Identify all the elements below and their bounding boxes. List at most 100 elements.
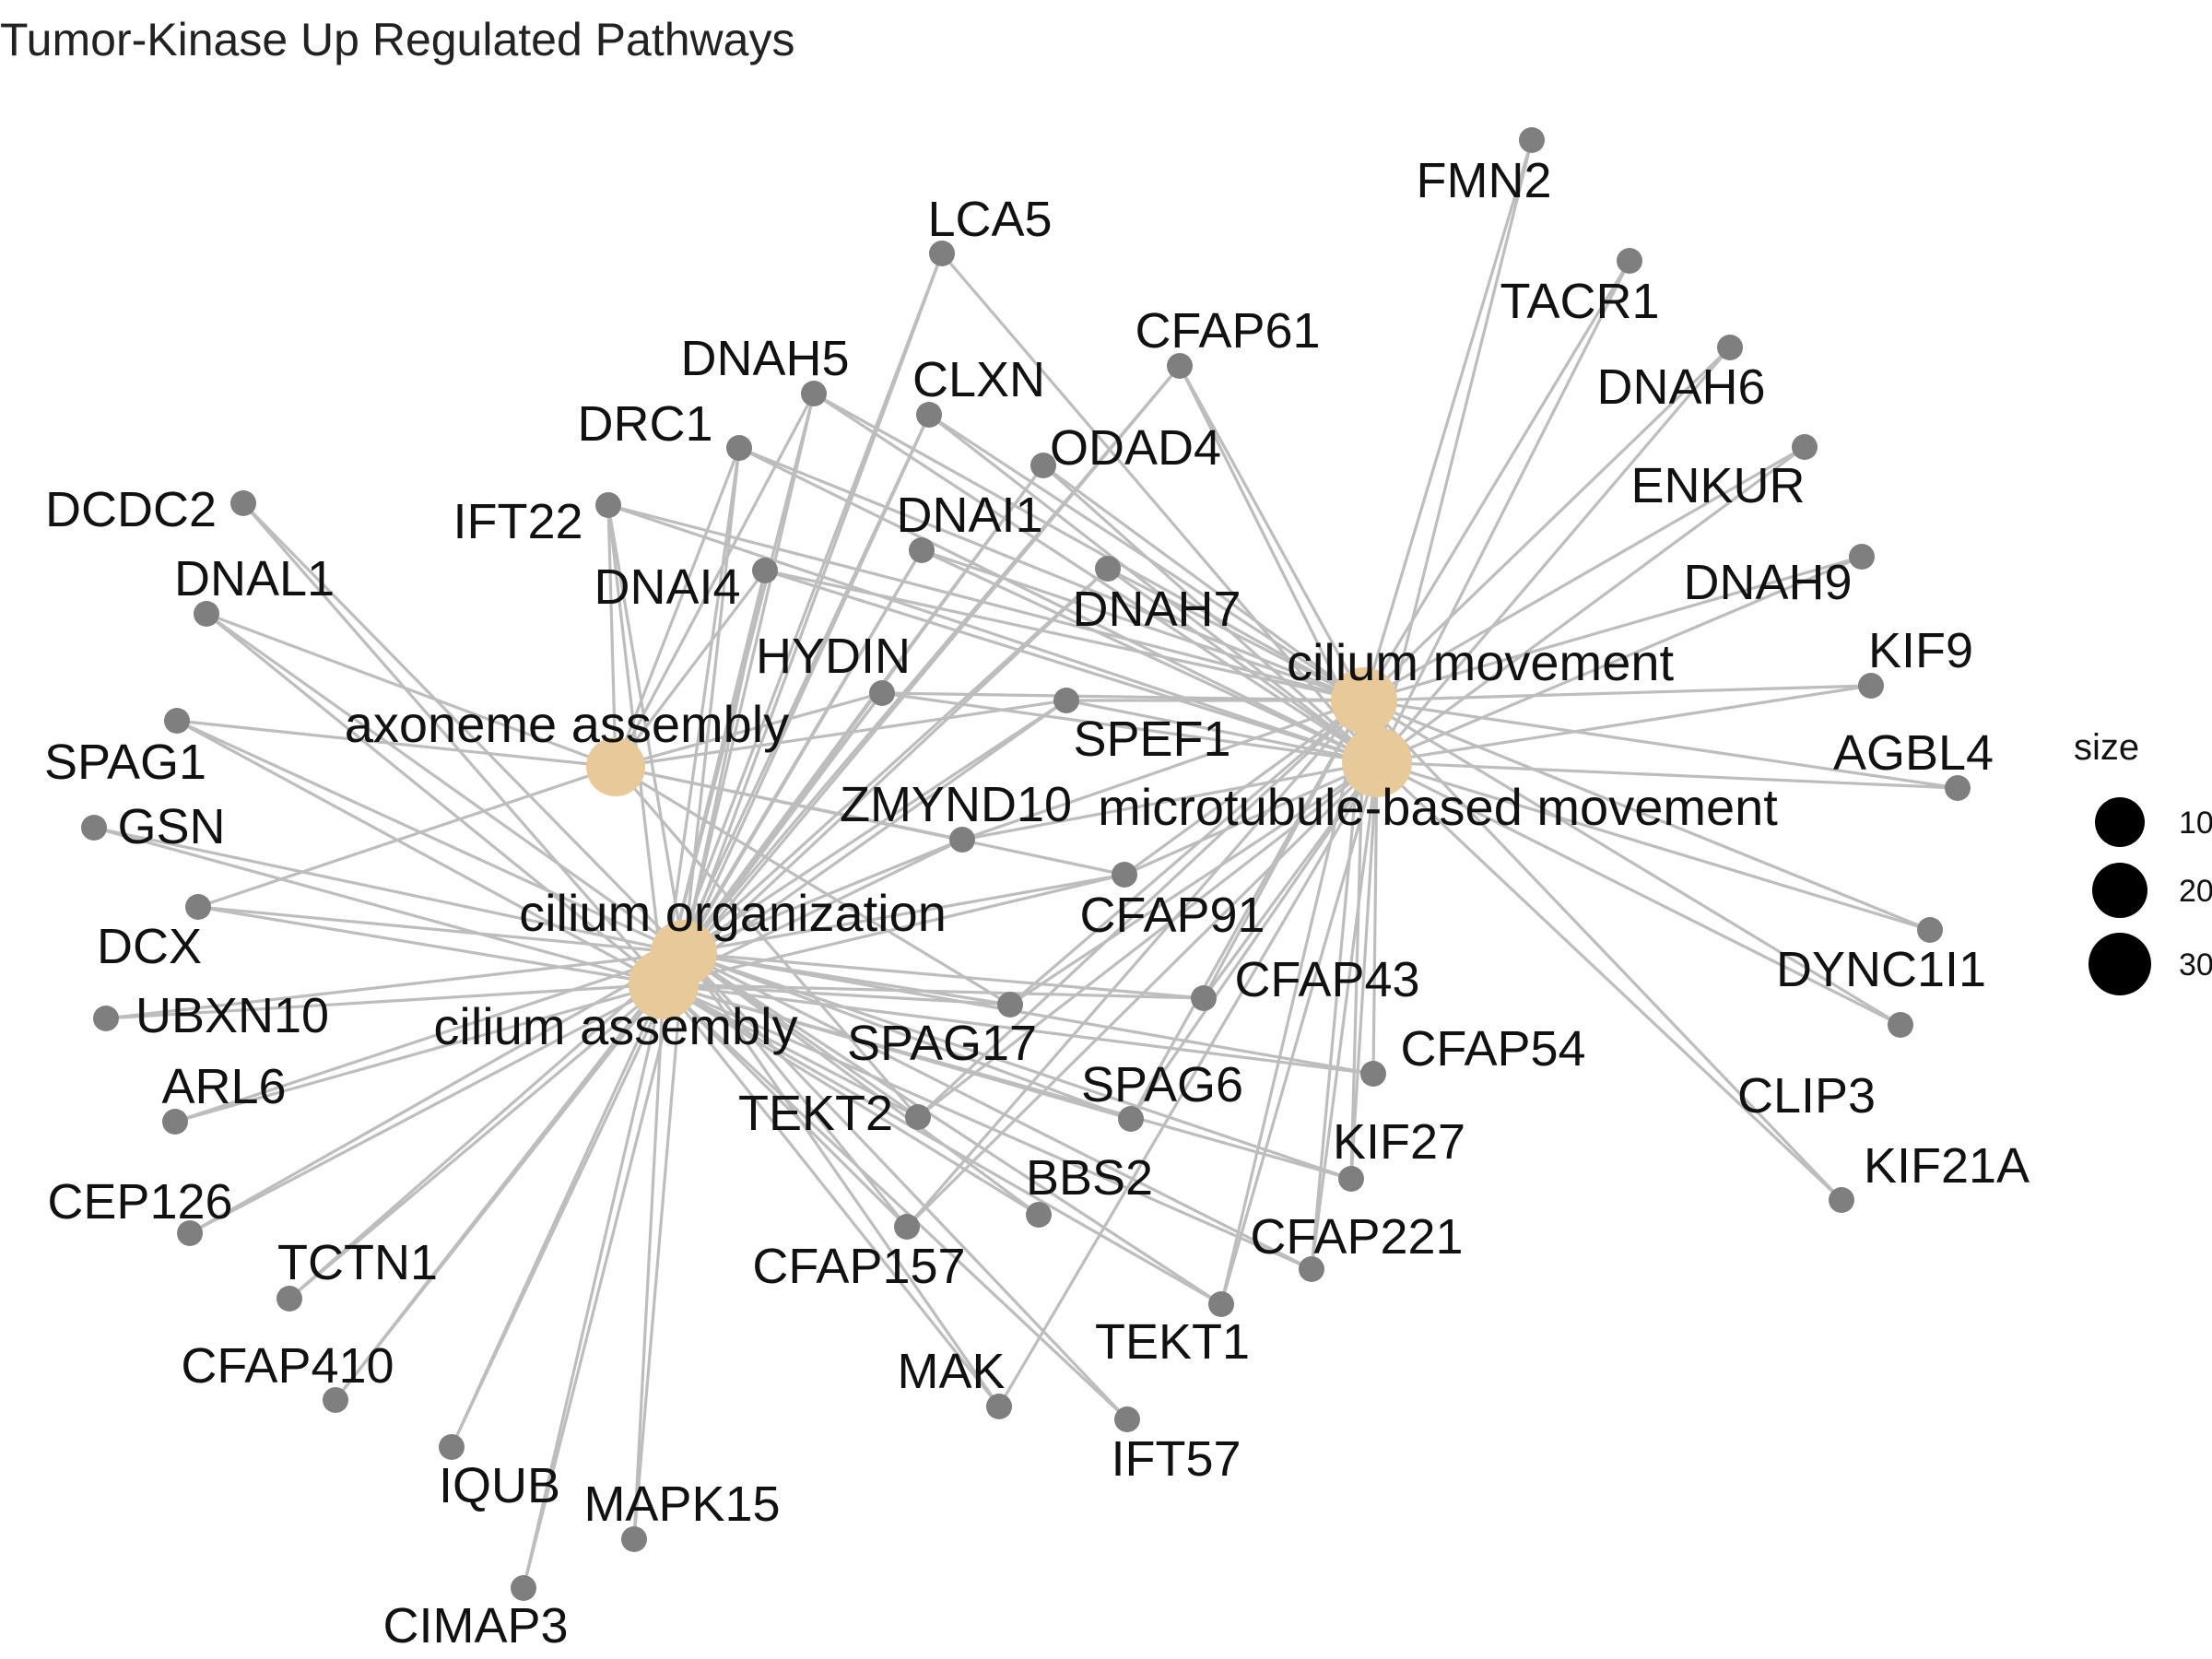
gene-node-tctn1 — [276, 1286, 302, 1312]
edge-dnah7-cilium-movement — [1107, 567, 1365, 702]
edge-cfap91-cilium-movement — [1124, 699, 1365, 877]
edge-clxn-microtubule-based-movement — [928, 413, 1378, 764]
edge-ift22-microtubule-based-movement — [607, 503, 1378, 764]
edge-dcdc2-cilium-organization — [241, 501, 686, 955]
term-label-microtubule-based-movement: microtubule-based movement — [1098, 778, 1778, 836]
gene-node-zmynd10 — [949, 827, 975, 853]
gene-node-layer — [81, 127, 1971, 1601]
edge-spag1-cilium-assembly — [176, 719, 665, 986]
gene-label-agbl4: AGBL4 — [1833, 725, 1994, 781]
gene-node-dnah5 — [801, 381, 827, 406]
gene-node-kif21a — [1829, 1187, 1854, 1213]
legend-label-20: 20 — [2179, 874, 2212, 909]
legend-label-10: 10 — [2179, 806, 2212, 841]
edge-dcx-cilium-organization — [197, 905, 685, 955]
size-legend: size 10 20 30 — [2074, 727, 2212, 995]
edge-ift22-axoneme-assembly — [606, 504, 618, 768]
edge-cfap91-cilium-assembly — [663, 873, 1125, 986]
edge-cfap91-axoneme-assembly — [615, 765, 1125, 877]
edge-cfap61-cilium-movement — [1178, 365, 1366, 701]
edge-ift57-cilium-organization — [682, 951, 1129, 1421]
edge-clxn-cilium-assembly — [662, 414, 931, 985]
edge-hydin-axoneme-assembly — [615, 691, 883, 769]
gene-node-spef1 — [1053, 688, 1079, 713]
gene-node-cfap410 — [323, 1387, 348, 1413]
gene-label-ift22: IFT22 — [453, 494, 582, 549]
edge-cfap54-microtubule-based-movement — [1371, 761, 1379, 1075]
edge-lca5-cilium-assembly — [662, 253, 944, 985]
gene-label-dync1i1: DYNC1I1 — [1776, 942, 1986, 997]
gene-node-dnal1 — [194, 601, 219, 627]
edge-kif27-microtubule-based-movement — [1349, 761, 1379, 1180]
edge-dnal1-axoneme-assembly — [206, 612, 617, 769]
edge-ubxn10-cilium-organization — [105, 951, 685, 1020]
edge-cep126-cilium-assembly — [189, 982, 665, 1235]
gene-node-drc1 — [726, 435, 752, 461]
edge-dnal1-cilium-organization — [206, 612, 685, 955]
gene-label-bbs2: BBS2 — [1026, 1150, 1153, 1206]
term-node-cilium-movement — [1331, 667, 1397, 734]
gene-node-cimap3 — [511, 1575, 536, 1601]
gene-node-clxn — [916, 402, 942, 428]
gene-node-iqub — [439, 1434, 465, 1460]
gene-label-cimap3: CIMAP3 — [382, 1598, 568, 1653]
gene-node-dcdc2 — [230, 490, 256, 516]
edge-dcx-cilium-assembly — [197, 905, 665, 986]
edge-tekt1-cilium-assembly — [663, 982, 1222, 1306]
gene-label-dcx: DCX — [97, 919, 202, 974]
edge-spag1-cilium-organization — [176, 719, 685, 955]
edge-bbs2-cilium-organization — [683, 951, 1040, 1217]
edge-tacr1-cilium-movement — [1362, 260, 1631, 701]
edge-ift22-cilium-assembly — [606, 504, 665, 985]
edge-cfap91-microtubule-based-movement — [1124, 760, 1378, 877]
edge-gsn-cilium-assembly — [93, 826, 665, 986]
edge-mak-cilium-organization — [682, 952, 1001, 1407]
gene-label-cfap43: CFAP43 — [1234, 952, 1419, 1007]
edge-kif9-cilium-movement — [1363, 684, 1872, 702]
edge-spef1-cilium-organization — [683, 699, 1067, 955]
edge-kif21a-cilium-movement — [1362, 699, 1843, 1202]
edge-cep126-cilium-organization — [189, 951, 685, 1235]
legend-dot-30 — [2088, 933, 2151, 995]
edge-kif21a-microtubule-based-movement — [1375, 760, 1843, 1202]
label-layer: FMN2 LCA5 TACR1 CFAP61 DNAH6 DNAH5 CLXN ENKUR DR… — [44, 153, 2030, 1653]
gene-node-cfap221 — [1299, 1256, 1324, 1282]
edge-dnah7-cilium-organization — [682, 567, 1110, 955]
edge-dnai4-cilium-organization — [682, 570, 767, 954]
gene-label-cep126: CEP126 — [47, 1174, 232, 1230]
term-label-cilium-assembly: cilium assembly — [433, 997, 797, 1055]
gene-node-tacr1 — [1617, 248, 1642, 274]
gene-label-enkur: ENKUR — [1630, 458, 1805, 513]
gene-label-mapk15: MAPK15 — [583, 1477, 780, 1532]
edge-mak-microtubule-based-movement — [997, 761, 1379, 1407]
chart-title: Tumor-Kinase Up Regulated Pathways — [0, 14, 795, 65]
gene-node-enkur — [1792, 434, 1818, 460]
edge-dync1i1-cilium-movement — [1363, 699, 1931, 932]
gene-label-tctn1: TCTN1 — [277, 1235, 438, 1290]
edge-cimap3-cilium-organization — [522, 952, 686, 1589]
gene-node-spag1 — [164, 708, 190, 734]
edge-dnai4-cilium-assembly — [662, 570, 767, 985]
edge-cfap157-cilium-movement — [905, 699, 1366, 1229]
edge-spag17-microtubule-based-movement — [1009, 760, 1378, 1006]
term-label-axoneme-assembly: axoneme assembly — [345, 695, 789, 753]
gene-label-tekt2: TEKT2 — [738, 1086, 893, 1141]
edge-mak-cilium-assembly — [662, 983, 1001, 1407]
term-label-cilium-movement: cilium movement — [1287, 633, 1675, 691]
gene-label-cfap61: CFAP61 — [1135, 303, 1320, 359]
edge-zmynd10-cilium-movement — [961, 699, 1365, 841]
edge-dcdc2-cilium-assembly — [241, 501, 665, 986]
gene-node-spag6 — [1118, 1106, 1144, 1132]
gene-label-drc1: DRC1 — [577, 396, 712, 452]
gene-label-dnal1: DNAL1 — [174, 551, 335, 606]
gene-label-dnai1: DNAI1 — [896, 488, 1042, 543]
edge-cimap3-cilium-assembly — [522, 983, 665, 1589]
edge-cfap157-cilium-assembly — [662, 982, 909, 1229]
gene-node-dnah7 — [1095, 556, 1121, 582]
gene-label-odad4: ODAD4 — [1050, 420, 1221, 476]
gene-label-spag17: SPAG17 — [847, 1016, 1037, 1071]
edge-cfap410-cilium-assembly — [334, 983, 665, 1401]
term-node-layer — [586, 667, 1412, 1019]
gene-label-clip3: CLIP3 — [1737, 1068, 1876, 1124]
edge-mapk15-cilium-assembly — [632, 983, 665, 1540]
